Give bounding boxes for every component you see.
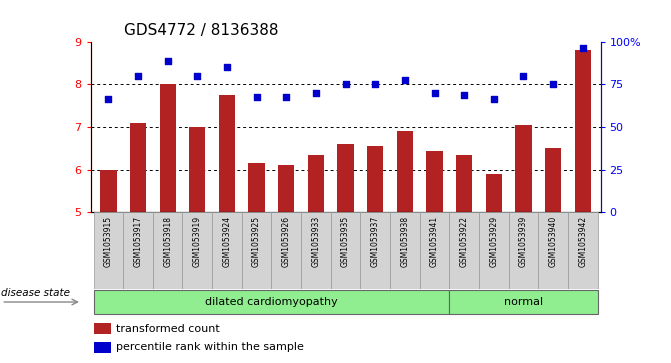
FancyBboxPatch shape — [509, 212, 538, 289]
Text: GDS4772 / 8136388: GDS4772 / 8136388 — [124, 23, 278, 38]
Bar — [397, 131, 413, 212]
Point — [133, 73, 144, 79]
FancyBboxPatch shape — [153, 212, 183, 289]
Bar — [515, 125, 531, 212]
Text: dilated cardiomyopathy: dilated cardiomyopathy — [205, 297, 338, 307]
Bar — [278, 166, 295, 212]
FancyBboxPatch shape — [272, 212, 301, 289]
FancyBboxPatch shape — [419, 212, 450, 289]
Text: transformed count: transformed count — [116, 324, 219, 334]
Bar — [93, 290, 450, 314]
Point — [311, 90, 321, 96]
Text: GSM1053917: GSM1053917 — [134, 216, 142, 267]
Point — [370, 82, 380, 87]
Text: GSM1053926: GSM1053926 — [282, 216, 291, 267]
Bar — [248, 163, 265, 212]
Point — [162, 58, 173, 64]
Bar — [94, 323, 111, 334]
FancyBboxPatch shape — [568, 212, 598, 289]
FancyBboxPatch shape — [123, 212, 153, 289]
FancyBboxPatch shape — [212, 212, 242, 289]
Text: disease state: disease state — [1, 288, 70, 298]
Bar — [574, 50, 591, 212]
Point — [251, 94, 262, 100]
Point — [192, 73, 203, 79]
Text: percentile rank within the sample: percentile rank within the sample — [116, 342, 303, 352]
Text: GSM1053935: GSM1053935 — [341, 216, 350, 268]
Text: GSM1053938: GSM1053938 — [401, 216, 409, 267]
Point — [281, 94, 292, 100]
Text: normal: normal — [504, 297, 543, 307]
FancyBboxPatch shape — [301, 212, 331, 289]
FancyBboxPatch shape — [93, 212, 123, 289]
Text: GSM1053939: GSM1053939 — [519, 216, 528, 268]
Bar — [367, 146, 383, 212]
Text: GSM1053937: GSM1053937 — [370, 216, 380, 268]
Point — [103, 97, 114, 102]
Text: GSM1053929: GSM1053929 — [489, 216, 499, 267]
Point — [459, 92, 470, 98]
FancyBboxPatch shape — [538, 212, 568, 289]
Point — [548, 82, 558, 87]
Bar — [308, 155, 324, 212]
Text: GSM1053940: GSM1053940 — [549, 216, 558, 268]
Bar — [94, 342, 111, 353]
FancyBboxPatch shape — [242, 212, 272, 289]
Bar — [219, 95, 235, 212]
Bar — [130, 123, 146, 212]
Point — [518, 73, 529, 79]
Point — [399, 77, 410, 83]
Text: GSM1053933: GSM1053933 — [311, 216, 321, 268]
Point — [577, 45, 588, 51]
Text: GSM1053925: GSM1053925 — [252, 216, 261, 267]
FancyBboxPatch shape — [360, 212, 390, 289]
Point — [340, 82, 351, 87]
Bar — [100, 170, 117, 212]
Text: GSM1053922: GSM1053922 — [460, 216, 468, 267]
Text: GSM1053919: GSM1053919 — [193, 216, 202, 267]
Text: GSM1053941: GSM1053941 — [430, 216, 439, 267]
Point — [429, 90, 440, 96]
Bar — [160, 85, 176, 212]
Bar — [545, 148, 561, 212]
FancyBboxPatch shape — [450, 212, 479, 289]
FancyBboxPatch shape — [331, 212, 360, 289]
Bar — [486, 174, 502, 212]
Bar — [338, 144, 354, 212]
FancyBboxPatch shape — [390, 212, 419, 289]
Text: GSM1053918: GSM1053918 — [163, 216, 172, 267]
FancyBboxPatch shape — [183, 212, 212, 289]
Text: GSM1053924: GSM1053924 — [223, 216, 231, 267]
Text: GSM1053915: GSM1053915 — [104, 216, 113, 267]
Bar — [189, 127, 205, 212]
Point — [221, 65, 232, 70]
FancyBboxPatch shape — [479, 212, 509, 289]
Bar — [456, 155, 472, 212]
Bar — [450, 290, 598, 314]
Point — [488, 97, 499, 102]
Bar — [426, 151, 443, 212]
Text: GSM1053942: GSM1053942 — [578, 216, 587, 267]
